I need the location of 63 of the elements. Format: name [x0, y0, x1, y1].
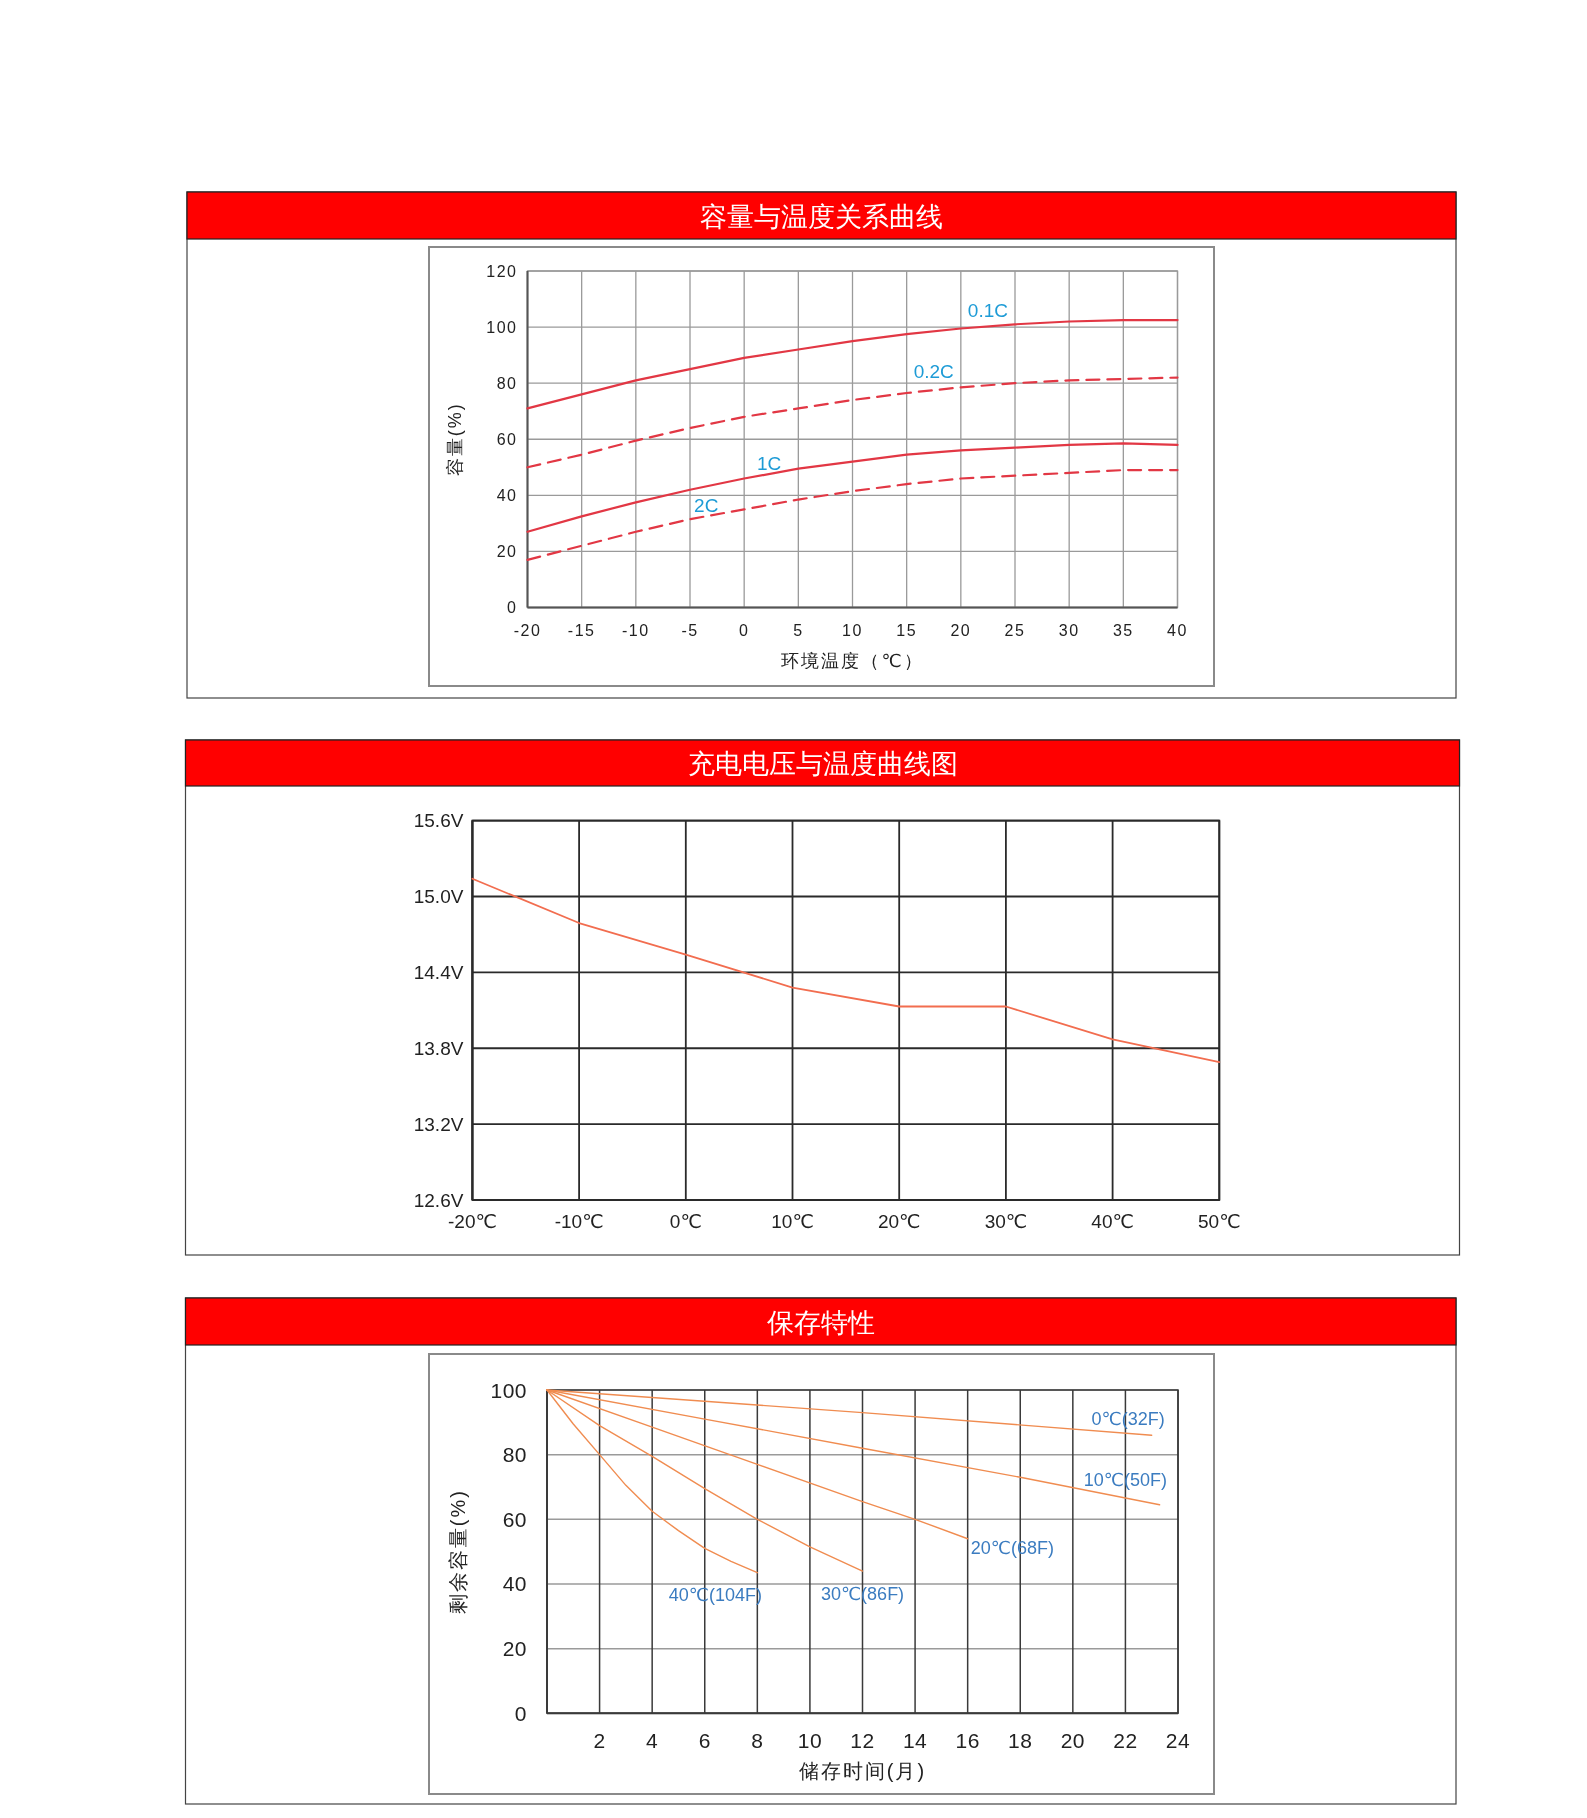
y-tick-label: 14.4V [413, 961, 464, 983]
y-tick-label: 13.2V [413, 1113, 464, 1135]
y-tick-label: 20 [502, 1637, 527, 1661]
x-tick-label: 40℃ [1091, 1210, 1134, 1232]
y-tick-label: 60 [496, 430, 518, 448]
y-tick-label: 40 [496, 486, 518, 504]
x-tick-label: 18 [1008, 1728, 1033, 1752]
x-tick-label: 30℃ [984, 1210, 1028, 1232]
x-tick-label: 20 [1060, 1728, 1086, 1752]
chart-title: 充电电压与温度曲线图 [687, 749, 958, 779]
x-tick-label: 20 [950, 621, 972, 639]
y-tick-label: 20 [496, 542, 518, 560]
y-axis-title: 容量(%) [445, 402, 465, 477]
x-tick-label: -20 [513, 621, 542, 639]
x-tick-label: 50℃ [1198, 1210, 1241, 1232]
x-tick-label: 25 [1004, 621, 1026, 639]
x-tick-label: 6 [698, 1728, 711, 1752]
x-tick-label: 20℃ [877, 1210, 921, 1232]
y-tick-label: 100 [490, 1378, 527, 1402]
x-tick-label: 24 [1165, 1728, 1191, 1752]
x-tick-label: 22 [1113, 1728, 1138, 1752]
y-tick-label: 13.8V [413, 1037, 464, 1059]
x-tick-label: -5 [681, 621, 699, 639]
x-tick-label: 10 [842, 621, 863, 639]
y-tick-label: 40 [502, 1572, 527, 1596]
x-tick-label: -10℃ [554, 1210, 604, 1232]
y-tick-label: 100 [486, 318, 518, 336]
x-tick-label: 16 [955, 1728, 980, 1752]
y-axis-title: 剩余容量(%) [447, 1489, 469, 1615]
x-tick-label: 12 [850, 1728, 875, 1752]
x-tick-label: 0 [738, 621, 750, 639]
x-tick-label: 30 [1058, 621, 1080, 639]
annotation: 0.1C [967, 300, 1008, 322]
x-tick-label: 14 [902, 1728, 928, 1752]
x-tick-label: -20℃ [447, 1210, 497, 1232]
x-tick-label: 4 [646, 1728, 659, 1752]
x-tick-label: 0℃ [669, 1210, 702, 1232]
annotation: 2C [694, 494, 719, 516]
x-tick-label: 10 [797, 1728, 823, 1752]
y-tick-label: 60 [502, 1507, 527, 1531]
chart-title: 容量与温度关系曲线 [700, 201, 943, 232]
x-tick-label: 35 [1112, 621, 1134, 639]
x-tick-label: 15 [896, 621, 918, 639]
x-tick-label: 2 [593, 1728, 606, 1752]
y-tick-label: 12.6V [413, 1189, 464, 1211]
y-tick-label: 15.0V [413, 885, 464, 907]
x-tick-label: 10℃ [771, 1210, 814, 1232]
x-tick-label: 40 [1167, 621, 1188, 639]
y-tick-label: 80 [502, 1443, 527, 1467]
x-tick-label: -15 [567, 621, 596, 639]
y-tick-label: 15.6V [413, 810, 464, 832]
annotation: 1C [756, 452, 782, 474]
x-axis-title: 环境温度（℃） [781, 651, 924, 671]
y-tick-label: 120 [486, 262, 518, 280]
annotation: 0.2C [913, 360, 954, 382]
y-tick-label: 80 [496, 374, 518, 392]
y-tick-label: 0 [507, 599, 518, 616]
x-tick-label: 5 [793, 621, 804, 639]
chart-title: 保存特性 [766, 1307, 875, 1338]
x-tick-label: -10 [622, 621, 650, 639]
x-tick-label: 8 [751, 1728, 764, 1752]
y-tick-label: 0 [514, 1701, 527, 1725]
x-axis-title: 储存时间(月) [798, 1760, 927, 1782]
